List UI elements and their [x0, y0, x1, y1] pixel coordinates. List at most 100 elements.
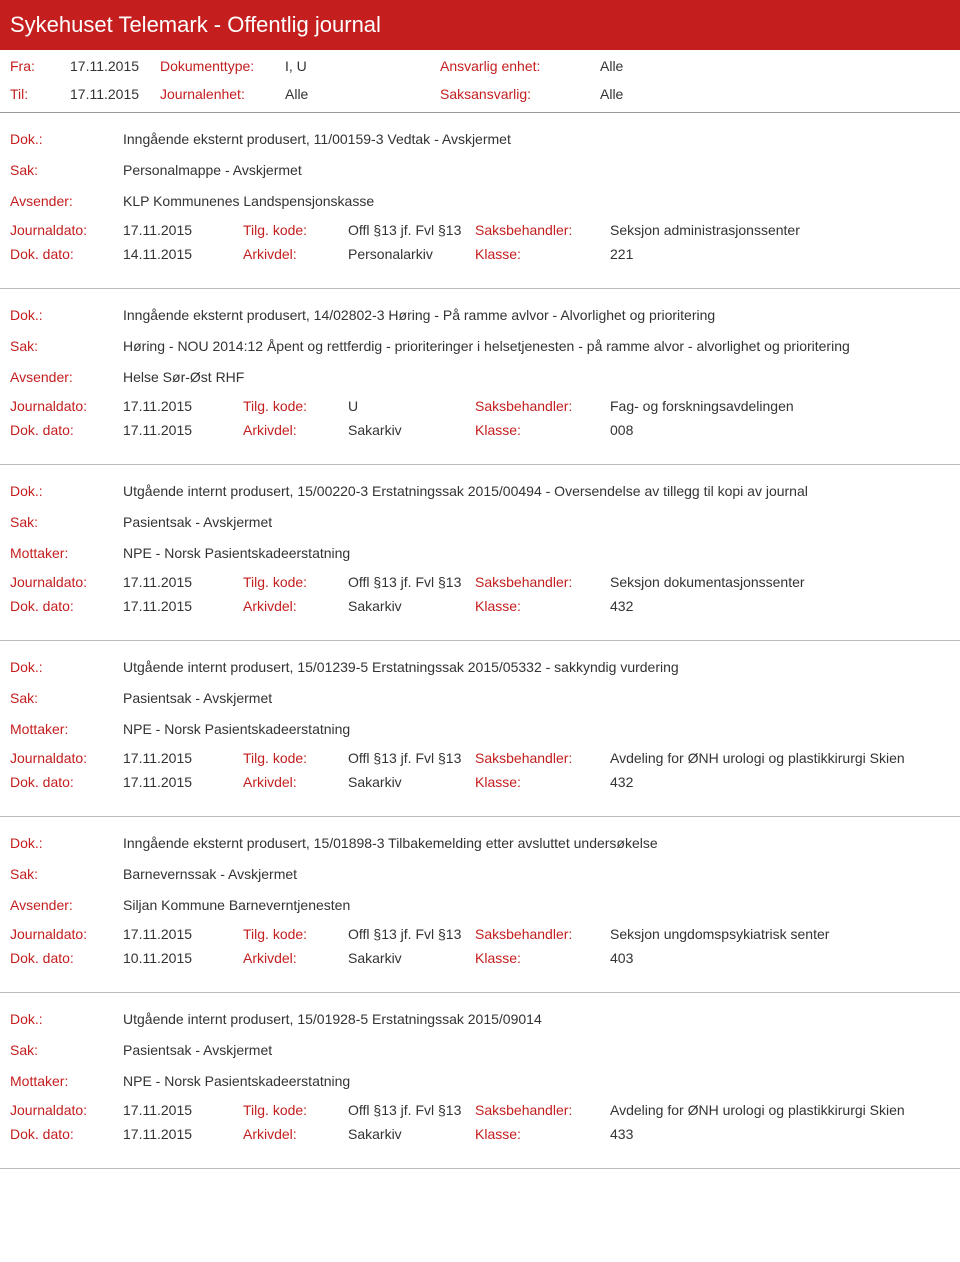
arkivdel-label: Arkivdel:: [243, 774, 348, 790]
tilgkode-value: Offl §13 jf. Fvl §13: [348, 1102, 475, 1118]
dokdato-value: 17.11.2015: [123, 598, 243, 614]
sak-value: Personalmappe - Avskjermet: [123, 160, 950, 181]
arkivdel-value: Sakarkiv: [348, 950, 475, 966]
klasse-value: 432: [610, 774, 950, 790]
dok-value: Utgående internt produsert, 15/01928-5 E…: [123, 1009, 950, 1030]
arkivdel-label: Arkivdel:: [243, 1126, 348, 1142]
klasse-value: 433: [610, 1126, 950, 1142]
journaldato-value: 17.11.2015: [123, 222, 243, 238]
page-title-bar: Sykehuset Telemark - Offentlig journal: [0, 0, 960, 50]
arkivdel-label: Arkivdel:: [243, 246, 348, 262]
tilgkode-value: Offl §13 jf. Fvl §13: [348, 750, 475, 766]
arkivdel-value: Personalarkiv: [348, 246, 475, 262]
dok-value: Inngående eksternt produsert, 15/01898-3…: [123, 833, 950, 854]
dokdato-label: Dok. dato:: [10, 1126, 123, 1142]
party-label: Avsender:: [10, 895, 123, 916]
dok-value: Utgående internt produsert, 15/00220-3 E…: [123, 481, 950, 502]
klasse-label: Klasse:: [475, 598, 610, 614]
sak-label: Sak:: [10, 336, 123, 357]
sak-label: Sak:: [10, 160, 123, 181]
tilgkode-label: Tilg. kode:: [243, 398, 348, 414]
party-label: Mottaker:: [10, 543, 123, 564]
journal-entry: Dok.: Utgående internt produsert, 15/002…: [0, 465, 960, 632]
party-value: Siljan Kommune Barneverntjenesten: [123, 895, 950, 916]
saksbehandler-label: Saksbehandler:: [475, 926, 610, 942]
sak-value: Barnevernssak - Avskjermet: [123, 864, 950, 885]
tilgkode-label: Tilg. kode:: [243, 1102, 348, 1118]
saksansvarlig-label: Saksansvarlig:: [440, 86, 600, 102]
fra-value: 17.11.2015: [70, 58, 160, 74]
journalenhet-label: Journalenhet:: [160, 86, 285, 102]
saksbehandler-value: Seksjon ungdomspsykiatrisk senter: [610, 926, 950, 942]
sak-label: Sak:: [10, 1040, 123, 1061]
til-value: 17.11.2015: [70, 86, 160, 102]
dokdato-value: 17.11.2015: [123, 422, 243, 438]
party-label: Mottaker:: [10, 719, 123, 740]
klasse-value: 221: [610, 246, 950, 262]
party-label: Avsender:: [10, 367, 123, 388]
til-label: Til:: [10, 86, 70, 102]
arkivdel-value: Sakarkiv: [348, 1126, 475, 1142]
ansvarlig-label: Ansvarlig enhet:: [440, 58, 600, 74]
dok-value: Utgående internt produsert, 15/01239-5 E…: [123, 657, 950, 678]
page-title: Sykehuset Telemark - Offentlig journal: [10, 12, 381, 37]
filter-row-1: Fra: 17.11.2015 Dokumenttype: I, U Ansva…: [0, 50, 960, 78]
journalenhet-value: Alle: [285, 86, 440, 102]
tilgkode-label: Tilg. kode:: [243, 926, 348, 942]
dok-label: Dok.:: [10, 305, 123, 326]
dokdato-label: Dok. dato:: [10, 246, 123, 262]
party-value: KLP Kommunenes Landspensjonskasse: [123, 191, 950, 212]
sak-value: Pasientsak - Avskjermet: [123, 1040, 950, 1061]
sak-value: Høring - NOU 2014:12 Åpent og rettferdig…: [123, 336, 950, 357]
party-value: NPE - Norsk Pasientskadeerstatning: [123, 719, 950, 740]
saksbehandler-value: Avdeling for ØNH urologi og plastikkirur…: [610, 750, 950, 766]
journaldato-label: Journaldato:: [10, 222, 123, 238]
journaldato-label: Journaldato:: [10, 926, 123, 942]
journaldato-label: Journaldato:: [10, 750, 123, 766]
sak-label: Sak:: [10, 512, 123, 533]
journal-entry: Dok.: Utgående internt produsert, 15/019…: [0, 993, 960, 1160]
journal-entry: Dok.: Inngående eksternt produsert, 14/0…: [0, 289, 960, 456]
dok-label: Dok.:: [10, 657, 123, 678]
dok-label: Dok.:: [10, 833, 123, 854]
sak-value: Pasientsak - Avskjermet: [123, 512, 950, 533]
arkivdel-value: Sakarkiv: [348, 422, 475, 438]
saksbehandler-value: Fag- og forskningsavdelingen: [610, 398, 950, 414]
journaldato-label: Journaldato:: [10, 398, 123, 414]
journaldato-label: Journaldato:: [10, 574, 123, 590]
party-value: Helse Sør-Øst RHF: [123, 367, 950, 388]
saksbehandler-label: Saksbehandler:: [475, 574, 610, 590]
klasse-label: Klasse:: [475, 422, 610, 438]
dokdato-label: Dok. dato:: [10, 598, 123, 614]
sak-value: Pasientsak - Avskjermet: [123, 688, 950, 709]
dok-value: Inngående eksternt produsert, 14/02802-3…: [123, 305, 950, 326]
journal-entry: Dok.: Inngående eksternt produsert, 15/0…: [0, 817, 960, 984]
party-value: NPE - Norsk Pasientskadeerstatning: [123, 1071, 950, 1092]
party-value: NPE - Norsk Pasientskadeerstatning: [123, 543, 950, 564]
dokdato-label: Dok. dato:: [10, 422, 123, 438]
journaldato-value: 17.11.2015: [123, 750, 243, 766]
klasse-label: Klasse:: [475, 246, 610, 262]
tilgkode-value: U: [348, 398, 475, 414]
ansvarlig-value: Alle: [600, 58, 950, 74]
saksbehandler-value: Avdeling for ØNH urologi og plastikkirur…: [610, 1102, 950, 1118]
sak-label: Sak:: [10, 864, 123, 885]
journal-entry: Dok.: Utgående internt produsert, 15/012…: [0, 641, 960, 808]
klasse-label: Klasse:: [475, 950, 610, 966]
arkivdel-label: Arkivdel:: [243, 422, 348, 438]
dokdato-value: 17.11.2015: [123, 774, 243, 790]
arkivdel-value: Sakarkiv: [348, 774, 475, 790]
party-label: Mottaker:: [10, 1071, 123, 1092]
filter-row-2: Til: 17.11.2015 Journalenhet: Alle Saksa…: [0, 78, 960, 106]
saksbehandler-label: Saksbehandler:: [475, 1102, 610, 1118]
arkivdel-value: Sakarkiv: [348, 598, 475, 614]
klasse-label: Klasse:: [475, 774, 610, 790]
klasse-value: 432: [610, 598, 950, 614]
dokdato-value: 10.11.2015: [123, 950, 243, 966]
tilgkode-label: Tilg. kode:: [243, 750, 348, 766]
dokdato-value: 17.11.2015: [123, 1126, 243, 1142]
tilgkode-value: Offl §13 jf. Fvl §13: [348, 222, 475, 238]
dokdato-label: Dok. dato:: [10, 950, 123, 966]
fra-label: Fra:: [10, 58, 70, 74]
doktype-label: Dokumenttype:: [160, 58, 285, 74]
